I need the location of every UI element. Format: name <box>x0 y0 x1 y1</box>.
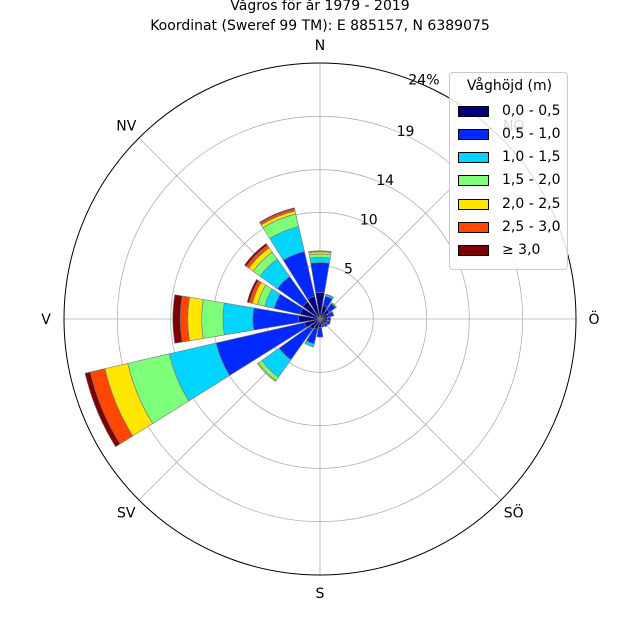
rose-bar-segment <box>222 302 255 336</box>
legend-label: 0,5 - 1,0 <box>502 126 561 142</box>
legend-item: 1,5 - 2,0 <box>458 171 566 191</box>
direction-label: S <box>316 586 325 602</box>
rose-bar-segment <box>325 293 334 299</box>
legend-label: 2,5 - 3,0 <box>502 219 561 235</box>
legend-swatch <box>458 106 489 117</box>
direction-label: N <box>315 38 325 54</box>
legend: Våghöjd (m) 0,0 - 0,5 0,5 - 1,0 1,0 - 1,… <box>449 72 568 270</box>
rose-bar-segment <box>246 279 259 304</box>
legend-swatch <box>458 129 489 140</box>
direction-label: V <box>41 312 51 328</box>
legend-label: 2,0 - 2,5 <box>502 196 561 212</box>
rose-bar-segment <box>331 310 335 317</box>
direction-label: Ö <box>588 310 599 328</box>
rose-bar-segment <box>259 207 295 224</box>
legend-label: 1,0 - 1,5 <box>502 149 561 165</box>
rose-bar-segment <box>309 256 331 264</box>
rose-bar-segment <box>330 302 337 309</box>
rose-bar-segment <box>321 324 325 328</box>
legend-item: 2,0 - 2,5 <box>458 195 566 215</box>
rose-bar-segment <box>310 262 330 294</box>
legend-title: Våghöjd (m) <box>466 78 553 94</box>
legend-swatch <box>458 152 489 163</box>
legend-label: ≥ 3,0 <box>502 242 541 258</box>
rose-bar-segment <box>244 243 268 267</box>
grid-spoke <box>319 318 502 501</box>
chart-subtitle: Koordinat (Sweref 99 TM): E 885157, N 63… <box>150 18 490 34</box>
rose-bar-segment <box>327 316 331 322</box>
rose-bar-segment <box>325 320 331 326</box>
legend-swatch <box>458 199 489 210</box>
legend-item: ≥ 3,0 <box>458 241 566 261</box>
rose-bar-segment <box>84 371 121 448</box>
rose-bar-segment <box>304 340 315 348</box>
legend-label: 0,0 - 0,5 <box>502 103 561 119</box>
legend-label: 1,5 - 2,0 <box>502 172 561 188</box>
radial-tick-label: 5 <box>344 262 353 278</box>
legend-item: 2,5 - 3,0 <box>458 218 566 238</box>
radial-tick-label: 19 <box>397 124 415 140</box>
legend-swatch <box>458 222 489 233</box>
legend-item: 0,0 - 0,5 <box>458 102 566 122</box>
rose-bar-segment <box>308 250 332 254</box>
radial-tick-label: 14 <box>376 173 394 189</box>
legend-swatch <box>458 175 489 186</box>
radial-tick-label: 10 <box>360 212 378 228</box>
rose-bar-segment <box>323 322 329 328</box>
rose-bar-segment <box>316 327 324 338</box>
rose-bar-segment <box>187 296 204 342</box>
rose-bar-segment <box>201 299 225 339</box>
legend-item: 0,5 - 1,0 <box>458 125 566 145</box>
direction-label: SV <box>117 506 136 522</box>
rose-bars <box>84 207 337 448</box>
direction-label: NV <box>116 118 136 134</box>
chart-title: Vågros för år 1979 - 2019 <box>230 0 410 14</box>
legend-item: 1,0 - 1,5 <box>458 148 566 168</box>
direction-label: SÖ <box>504 504 524 522</box>
outer-circle <box>63 62 577 576</box>
legend-swatch <box>458 245 489 256</box>
rose-bar-segment <box>172 294 183 344</box>
radial-max-label: 24% <box>408 72 439 88</box>
rose-bar-segment <box>257 362 277 382</box>
